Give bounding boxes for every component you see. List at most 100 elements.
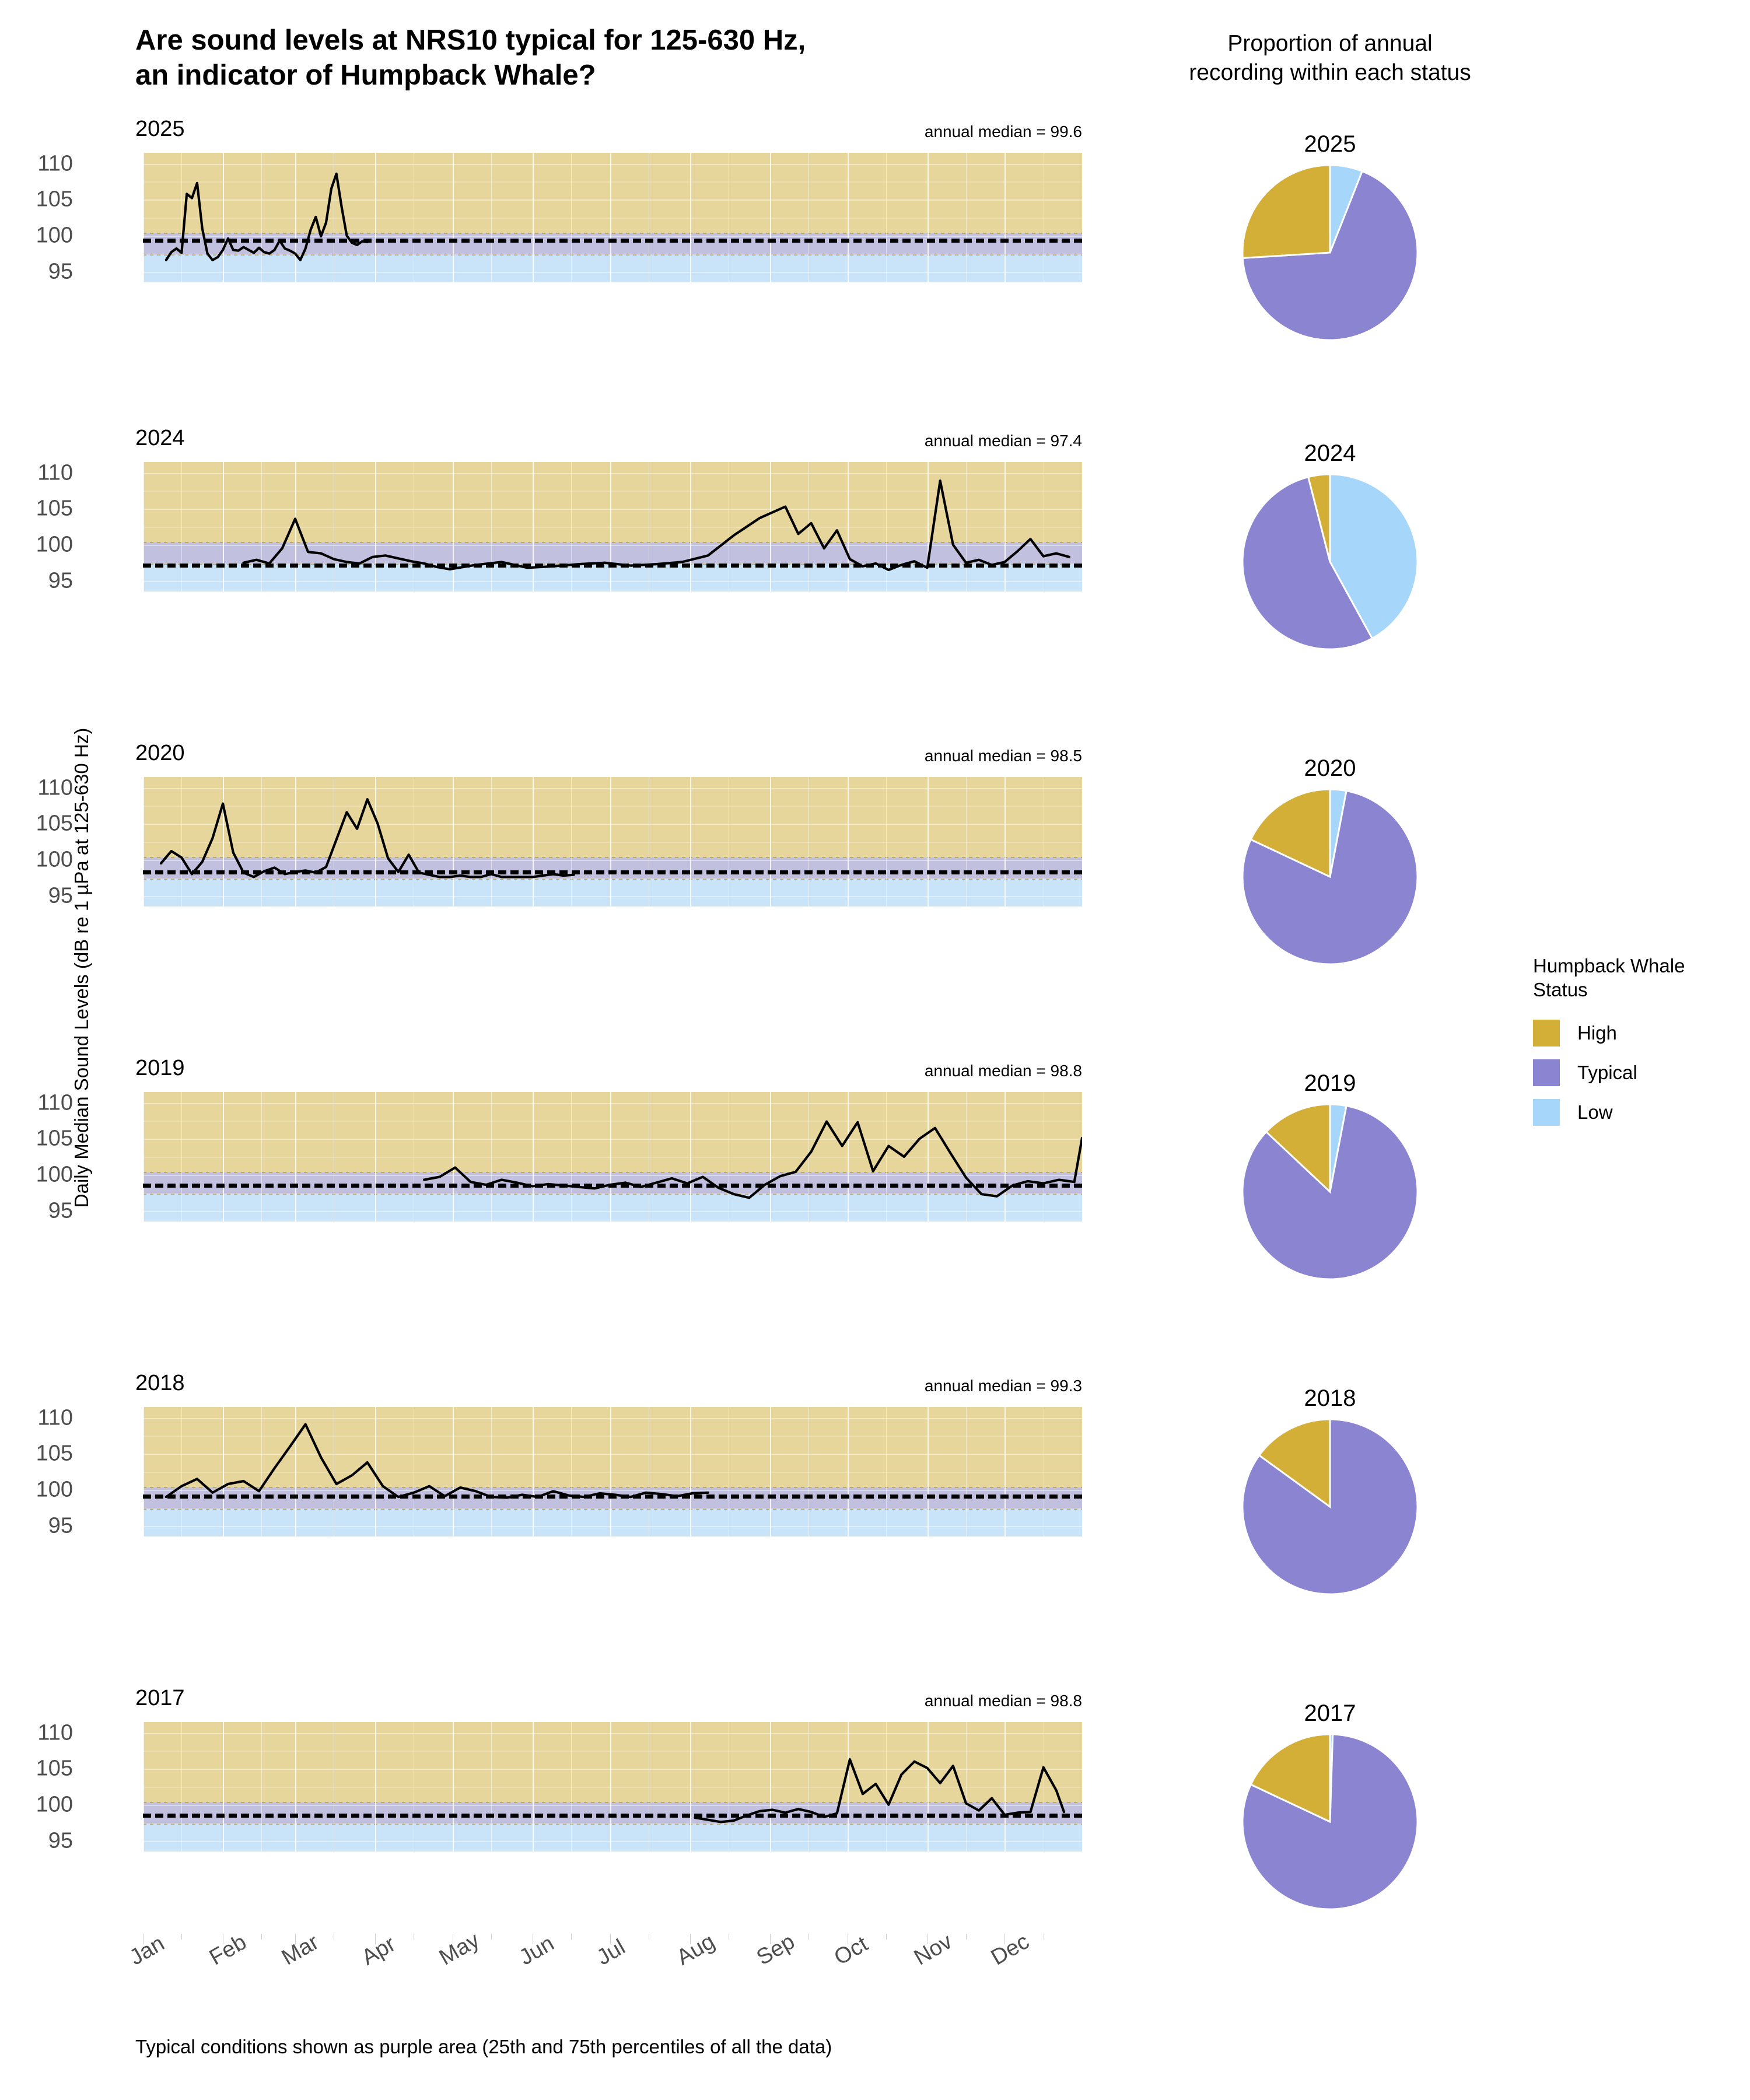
gridline-month	[690, 153, 691, 282]
gridline-midmonth	[808, 1407, 810, 1536]
gridline-month	[690, 1407, 691, 1536]
gridline-midmonth	[181, 777, 183, 907]
annual-median-line	[143, 563, 1082, 568]
gridline-month	[375, 1407, 377, 1536]
legend-label: Typical	[1577, 1061, 1637, 1083]
gridline-month	[295, 153, 296, 282]
plot-area-2018	[143, 1407, 1082, 1536]
pie-slice-high[interactable]	[1265, 1103, 1331, 1194]
gridline-month	[610, 153, 611, 282]
band-edge-75th	[143, 1172, 1082, 1174]
legend-swatch-low	[1533, 1098, 1560, 1126]
gridline-midmonth	[181, 1407, 183, 1536]
gridline-h	[143, 1507, 1082, 1509]
y-tick-label: 105	[36, 1756, 73, 1781]
gridline-month	[143, 1092, 144, 1222]
pie-slice-high[interactable]	[1258, 1418, 1331, 1508]
gridline-h	[143, 1804, 1082, 1806]
band-edge-75th	[143, 542, 1082, 544]
band-typical	[143, 858, 1082, 880]
pie-block-2018: 2018	[1126, 1385, 1534, 1597]
gridline-midmonth	[181, 153, 183, 282]
gridline-h	[143, 1139, 1082, 1140]
panel-year-label: 2017	[135, 1686, 185, 1710]
gridline-h	[143, 163, 1082, 165]
pie-chart-2025[interactable]	[1240, 162, 1420, 343]
pie-slice-high[interactable]	[1250, 1733, 1331, 1824]
plot-area-2024	[143, 462, 1082, 592]
gridline-midmonth	[261, 777, 262, 907]
panel-year-label: 2025	[135, 117, 185, 141]
legend-item-high[interactable]: High	[1533, 1019, 1743, 1046]
gridline-h	[143, 1840, 1082, 1842]
gridline-month	[610, 1092, 611, 1222]
band-high	[143, 777, 1082, 858]
gridline-month	[223, 1092, 225, 1222]
band-edge-75th	[143, 857, 1082, 859]
gridline-midmonth	[571, 1092, 572, 1222]
y-tick-label: 105	[36, 496, 73, 521]
pie-title: 2025	[1304, 131, 1356, 157]
gridline-month	[1005, 462, 1006, 592]
gridline-h	[143, 1157, 1082, 1158]
x-tick	[143, 1934, 144, 1944]
gridline-month	[927, 1092, 929, 1222]
pie-chart-2019[interactable]	[1240, 1101, 1420, 1282]
gridline-h	[143, 1454, 1082, 1455]
gridline-h	[143, 580, 1082, 582]
pie-title: 2020	[1304, 755, 1356, 781]
x-tick	[375, 1934, 376, 1944]
gridline-month	[375, 777, 377, 907]
gridline-month	[452, 777, 454, 907]
x-tick	[295, 1934, 296, 1944]
gridline-h	[143, 877, 1082, 879]
band-typical	[143, 233, 1082, 256]
pie-slice-high[interactable]	[1250, 788, 1331, 878]
y-tick-label: 100	[36, 223, 73, 248]
pie-chart-2020[interactable]	[1240, 786, 1420, 967]
pie-chart-2024[interactable]	[1240, 471, 1420, 652]
annual-median-line	[143, 238, 1082, 243]
gridline-month	[847, 777, 849, 907]
pie-slice-low[interactable]	[1329, 473, 1419, 640]
gridline-month	[295, 1407, 296, 1536]
band-high	[143, 1092, 1082, 1173]
legend-item-typical[interactable]: Typical	[1533, 1059, 1743, 1086]
gridline-month	[690, 777, 691, 907]
gridline-midmonth	[491, 1407, 492, 1536]
gridline-h	[143, 1769, 1082, 1770]
legend-item-low[interactable]: Low	[1533, 1098, 1743, 1126]
y-tick-label: 100	[36, 847, 73, 872]
pie-slice-high[interactable]	[1241, 164, 1331, 260]
gridline-month	[375, 1722, 377, 1852]
y-tick-label: 110	[37, 775, 73, 800]
annual-median-label: annual median = 99.3	[924, 1377, 1082, 1395]
gridline-month	[223, 777, 225, 907]
gridline-month	[532, 1407, 534, 1536]
pie-chart-2018[interactable]	[1240, 1416, 1420, 1597]
pie-slice-typical[interactable]	[1241, 475, 1374, 650]
legend-swatch-typical	[1533, 1059, 1560, 1086]
gridline-month	[143, 153, 144, 282]
band-edge-25th	[143, 1824, 1082, 1825]
gridline-midmonth	[886, 1092, 887, 1222]
band-high	[143, 1407, 1082, 1488]
panel-year-label: 2019	[135, 1056, 185, 1080]
gridline-month	[223, 1407, 225, 1536]
pie-slice-high[interactable]	[1307, 473, 1331, 562]
annual-median-line	[143, 870, 1082, 875]
y-tick-label: 95	[48, 1828, 73, 1853]
y-tick-label: 105	[36, 811, 73, 836]
gridline-h	[143, 1436, 1082, 1437]
panel-year-label: 2018	[135, 1371, 185, 1395]
gridline-midmonth	[491, 1722, 492, 1852]
pie-chart-2017[interactable]	[1240, 1731, 1420, 1912]
gridline-midmonth	[261, 1092, 262, 1222]
gridline-midmonth	[965, 1092, 967, 1222]
pie-column-header: Proportion of annual recording within eac…	[1189, 31, 1471, 85]
band-low	[143, 1194, 1082, 1222]
plot-area-2017	[143, 1722, 1082, 1852]
x-tick	[610, 1934, 611, 1944]
pie-slice-typical[interactable]	[1241, 170, 1419, 341]
band-edge-75th	[143, 233, 1082, 235]
